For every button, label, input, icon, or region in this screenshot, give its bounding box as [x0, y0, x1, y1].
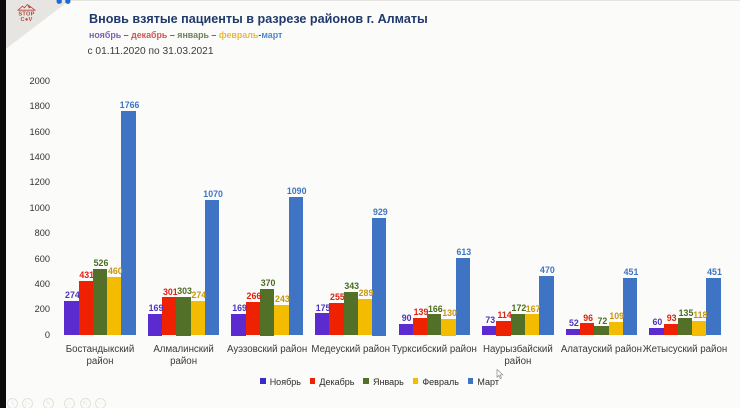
svg-text:STOP: STOP: [18, 11, 34, 17]
svg-text:C●V: C●V: [21, 17, 33, 23]
